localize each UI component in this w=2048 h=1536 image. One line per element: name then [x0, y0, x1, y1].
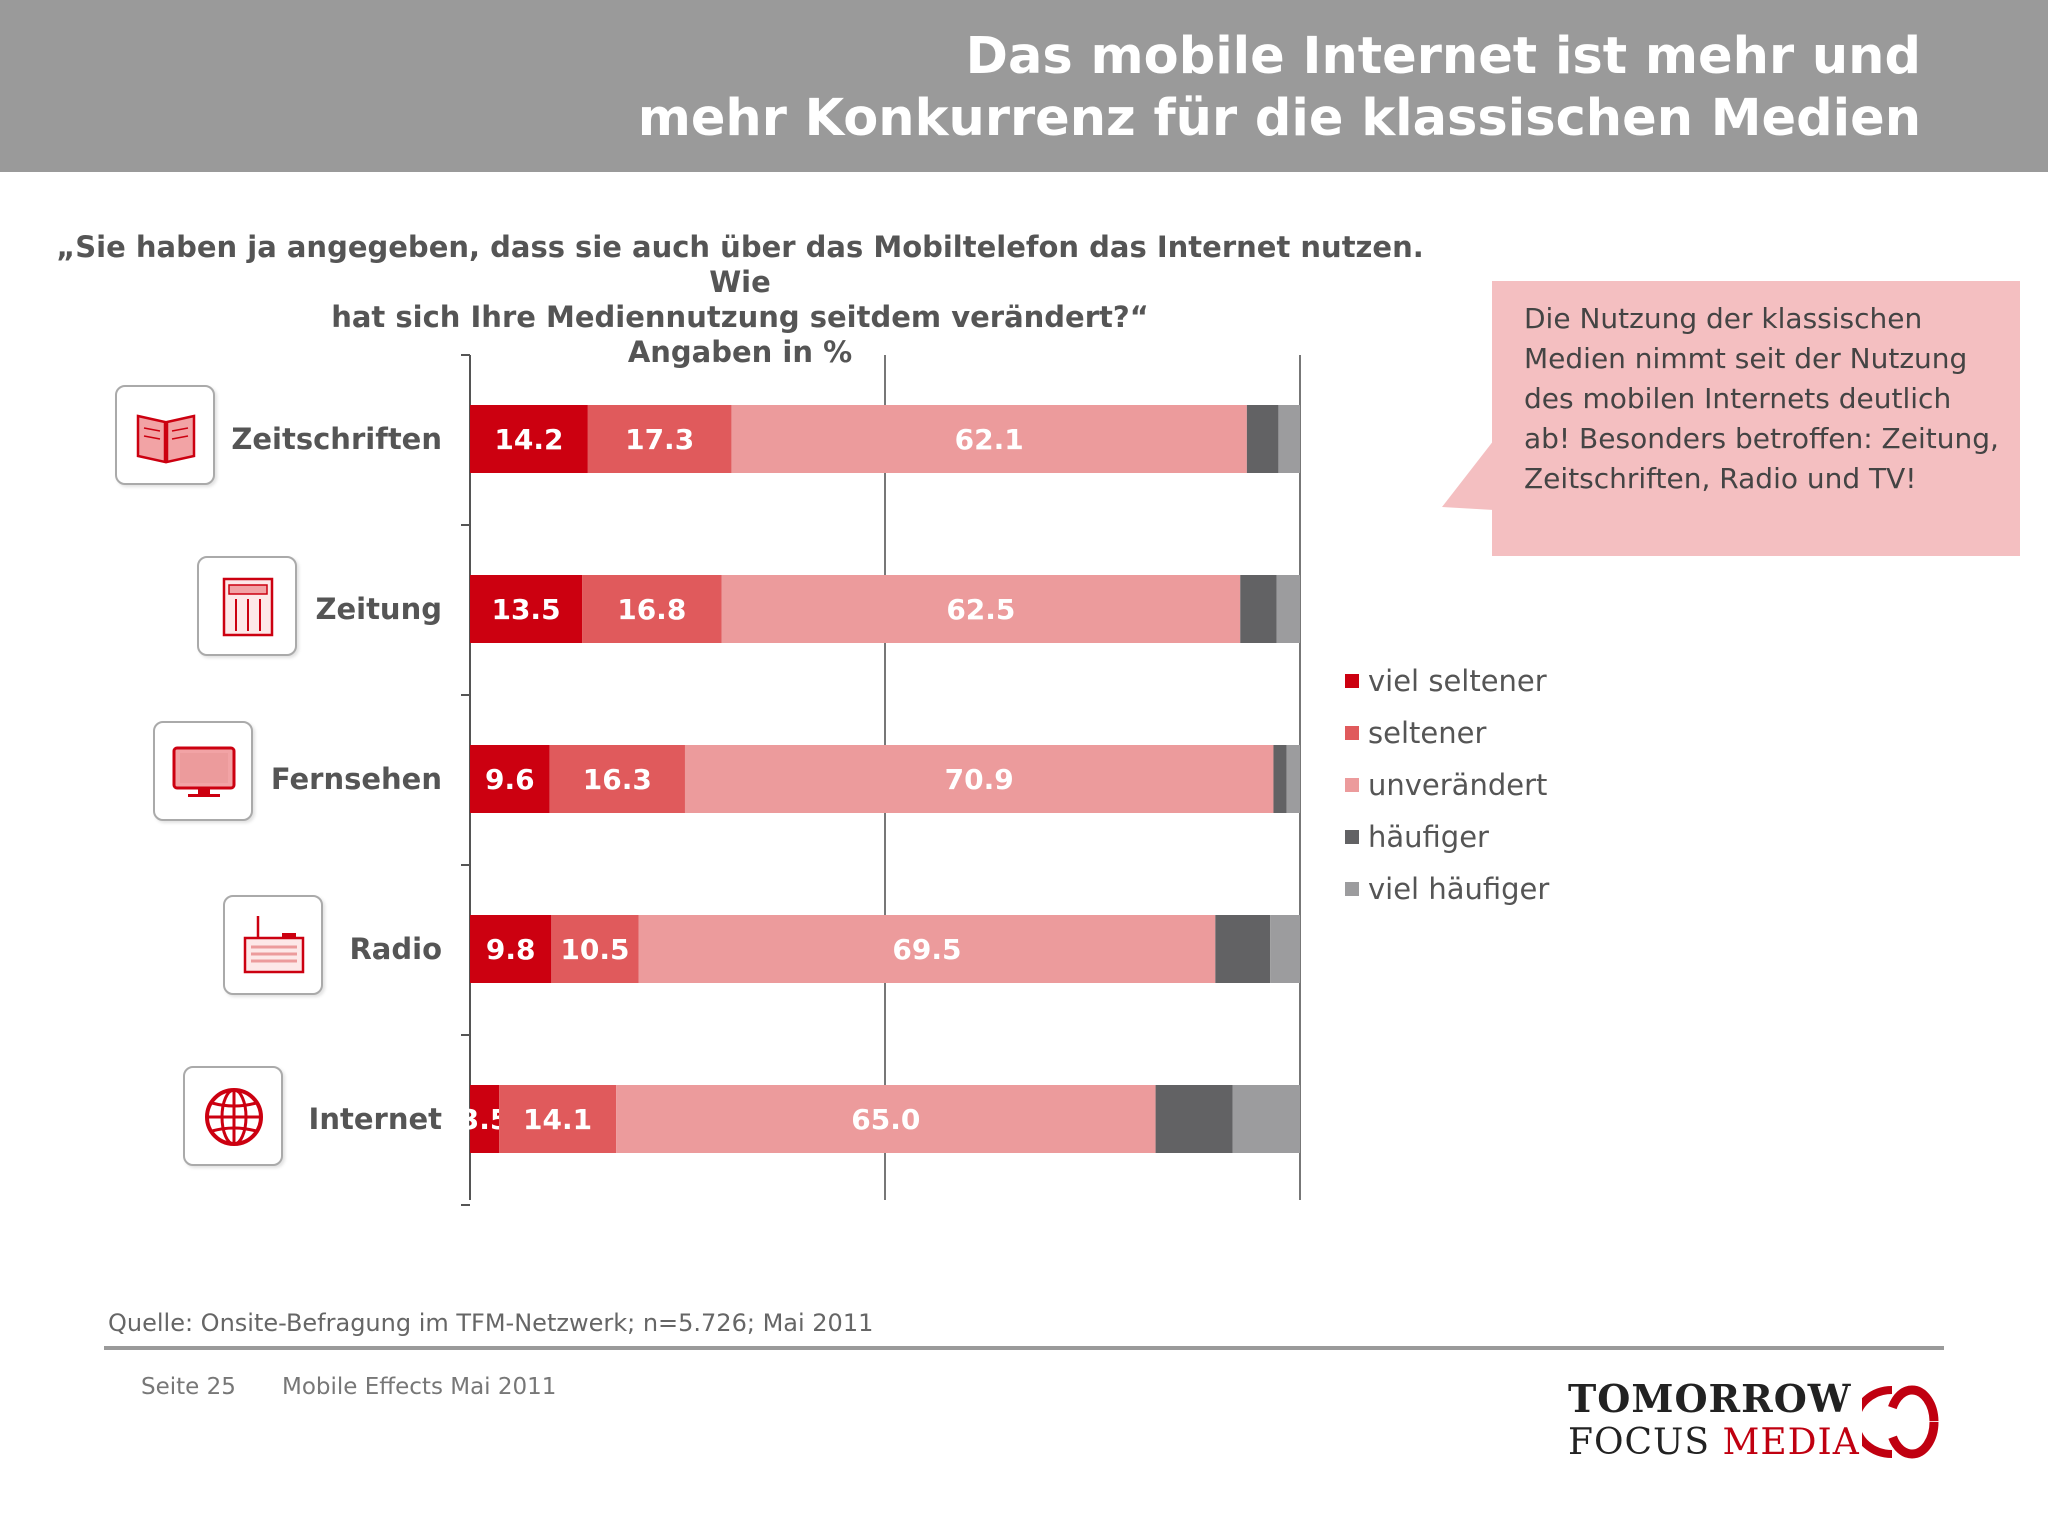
bar-internet-series-2: [616, 1085, 1156, 1153]
bar-radio-series-3: [1215, 915, 1271, 983]
source-note: Quelle: Onsite-Befragung im TFM-Netzwerk…: [108, 1309, 874, 1337]
logo-focus: FOCUS: [1568, 1422, 1711, 1463]
callout-tail: [1442, 440, 1494, 510]
bar-radio-series-4: [1270, 915, 1300, 983]
bar-zeitung-series-1: [582, 575, 722, 643]
radio-icon-box: [223, 895, 323, 995]
tomorrow-focus-media-logo: TOMORROW FOCUS MEDIA: [1568, 1376, 1948, 1468]
category-label-zeitung: Zeitung: [315, 592, 442, 626]
callout-box: Die Nutzung der klassischen Medien nimmt…: [1492, 281, 2020, 556]
legend-label: viel häufiger: [1368, 872, 1550, 906]
legend-swatch: [1345, 726, 1359, 740]
data-label: 14.1: [523, 1103, 592, 1136]
bar-radio-series-1: [551, 915, 639, 983]
bar-zeitschriften-series-0: [470, 405, 588, 473]
logo-media: MEDIA: [1722, 1422, 1860, 1463]
legend-label: viel seltener: [1368, 664, 1547, 698]
data-label: 62.1: [955, 423, 1024, 456]
category-label-internet: Internet: [309, 1102, 443, 1136]
bar-zeitung-series-3: [1240, 575, 1277, 643]
category-label-zeitschriften: Zeitschriften: [231, 422, 442, 456]
bar-internet-series-4: [1232, 1085, 1300, 1153]
page-number: Seite 25: [141, 1374, 236, 1400]
legend-swatch: [1345, 674, 1359, 688]
bar-zeitschriften-series-1: [587, 405, 732, 473]
legend-swatch: [1345, 778, 1359, 792]
bar-zeitung-series-0: [470, 575, 583, 643]
bar-internet-series-0: [470, 1085, 500, 1153]
logo-line-2: FOCUS MEDIA: [1568, 1422, 1860, 1463]
data-label: 69.5: [892, 933, 961, 966]
title-line-1: Das mobile Internet ist mehr und: [965, 27, 1921, 86]
question-unit: Angaben in %: [627, 335, 853, 369]
chart-legend: viel seltener seltener unverändert häufiger…: [1345, 655, 1549, 915]
data-label: 14.2: [494, 423, 563, 456]
title-line-2: mehr Konkurrenz für die klassischen Medi…: [637, 89, 1921, 148]
bar-zeitung-series-4: [1276, 575, 1300, 643]
bar-internet-series-3: [1155, 1085, 1233, 1153]
legend-item: häufiger: [1345, 811, 1549, 863]
question-line-1: „Sie haben ja angegeben, dass sie auch ü…: [56, 230, 1424, 299]
data-label: 9.6: [485, 763, 535, 796]
legend-item: seltener: [1345, 707, 1549, 759]
category-label-fernsehen: Fernsehen: [271, 762, 442, 796]
page-title: Das mobile Internet ist mehr und mehr Ko…: [221, 26, 1921, 150]
data-label: 10.5: [560, 933, 629, 966]
legend-label: unverändert: [1368, 768, 1548, 802]
globe-icon-box: [183, 1066, 283, 1166]
legend-item: unverändert: [1345, 759, 1549, 811]
bar-fernsehen-series-2: [684, 745, 1274, 813]
bar-zeitschriften-series-4: [1278, 405, 1300, 473]
header-bar: Das mobile Internet ist mehr und mehr Ko…: [0, 0, 2048, 172]
stacked-bar-chart: Zeitschriften 14.2 17.3 62.1 Zeitung 13.5 16.8…: [231, 354, 1301, 1206]
question-line-2: hat sich Ihre Mediennutzung seitdem verä…: [331, 300, 1149, 334]
bar-zeitung-series-2: [721, 575, 1241, 643]
callout-text: Die Nutzung der klassischen Medien nimmt…: [1524, 302, 1999, 495]
document-title: Mobile Effects Mai 2011: [282, 1374, 557, 1400]
logo-ring-icon: [1862, 1385, 1939, 1459]
data-label: 16.8: [617, 593, 686, 626]
legend-label: seltener: [1368, 716, 1487, 750]
data-label: 13.5: [491, 593, 560, 626]
bar-fernsehen-series-3: [1273, 745, 1287, 813]
newspaper-icon-box: [197, 556, 297, 656]
logo-line-1: TOMORROW: [1568, 1376, 1852, 1421]
globe-icon: [205, 1088, 263, 1146]
tv-icon-box: [153, 721, 253, 821]
tv-icon: [172, 746, 236, 797]
data-label: 16.3: [583, 763, 652, 796]
footer-divider: [104, 1346, 1944, 1350]
legend-item: viel seltener: [1345, 655, 1549, 707]
newspaper-icon: [222, 577, 274, 637]
category-label-radio: Radio: [349, 932, 442, 966]
legend-swatch: [1345, 830, 1359, 844]
radio-icon: [243, 916, 305, 974]
bar-fernsehen-series-4: [1286, 745, 1300, 813]
bar-zeitschriften-series-2: [731, 405, 1247, 473]
legend-label: häufiger: [1368, 820, 1489, 854]
magazine-icon-box: [115, 385, 215, 485]
data-label: 65.0: [851, 1103, 920, 1136]
data-label: 70.9: [945, 763, 1014, 796]
magazine-icon: [136, 414, 196, 464]
data-label: 17.3: [625, 423, 694, 456]
bar-zeitschriften-series-3: [1246, 405, 1279, 473]
bar-fernsehen-series-0: [470, 745, 550, 813]
survey-question: „Sie haben ja angegeben, dass sie auch ü…: [40, 230, 1440, 370]
data-label: 9.8: [486, 933, 536, 966]
bar-radio-series-2: [638, 915, 1216, 983]
data-label: 62.5: [946, 593, 1015, 626]
legend-item: viel häufiger: [1345, 863, 1549, 915]
bar-internet-series-1: [499, 1085, 617, 1153]
bar-radio-series-0: [470, 915, 552, 983]
legend-swatch: [1345, 882, 1359, 896]
bar-fernsehen-series-1: [549, 745, 685, 813]
